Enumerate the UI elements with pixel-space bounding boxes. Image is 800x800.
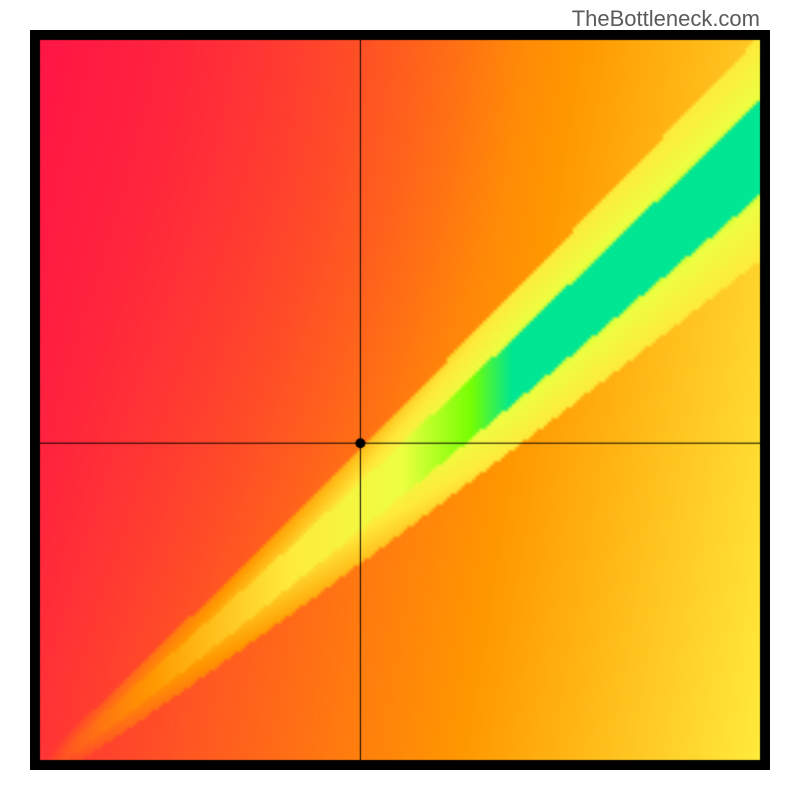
plot-area xyxy=(30,30,770,770)
chart-container: TheBottleneck.com xyxy=(0,0,800,800)
watermark-text: TheBottleneck.com xyxy=(572,6,760,32)
heatmap-canvas xyxy=(30,30,770,770)
